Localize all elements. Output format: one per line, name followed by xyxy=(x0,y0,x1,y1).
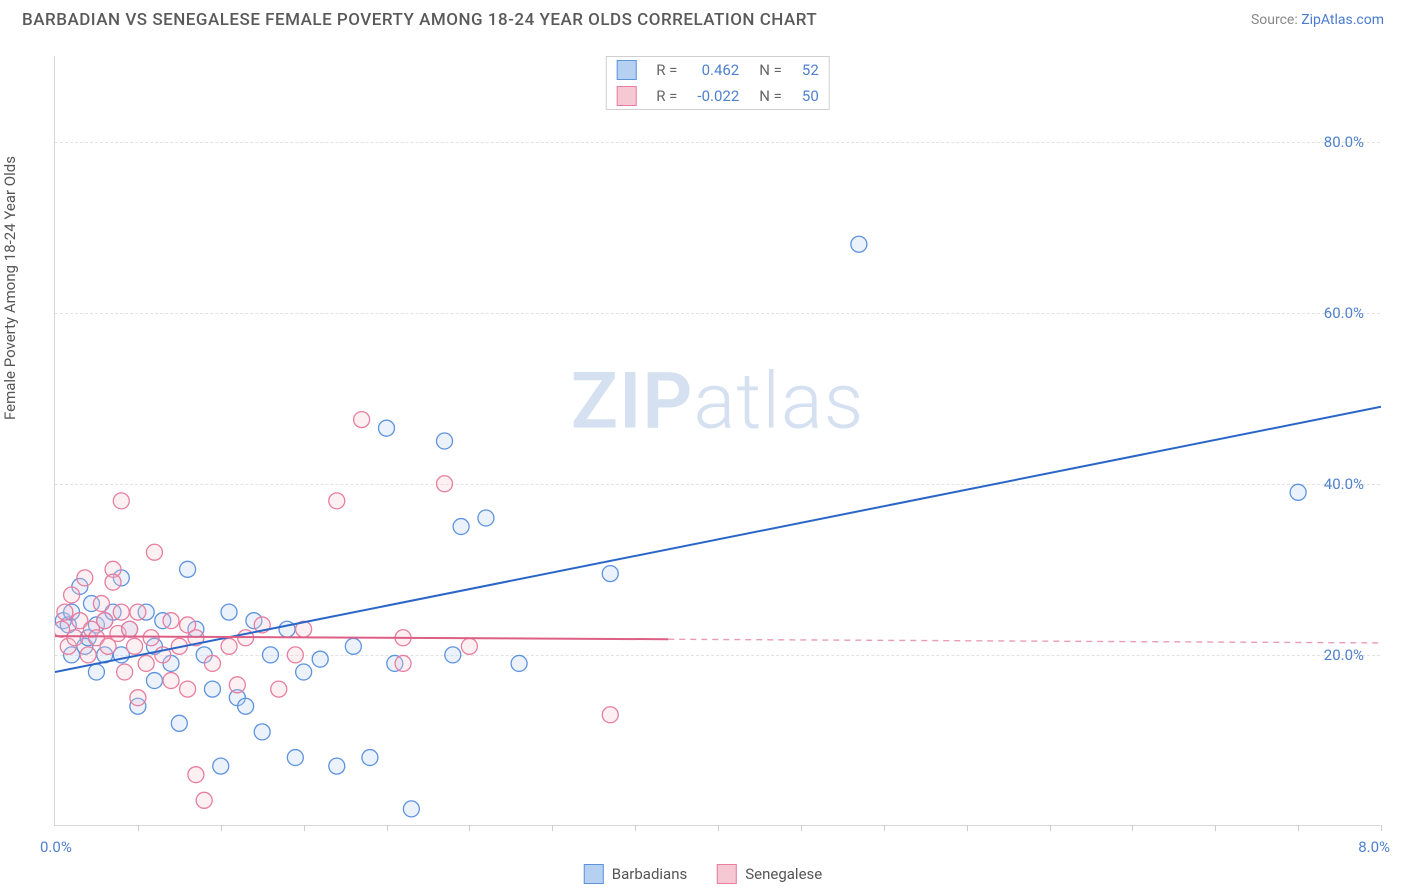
scatter-point xyxy=(113,493,129,509)
scatter-point xyxy=(204,655,220,671)
scatter-point xyxy=(105,574,121,590)
scatter-point xyxy=(180,681,196,697)
series-legend: Barbadians Senegalese xyxy=(584,864,822,884)
scatter-point xyxy=(113,604,129,620)
y-axis-label: Female Poverty Among 18-24 Year Olds xyxy=(1,156,19,420)
swatch-senegalese xyxy=(717,864,737,884)
scatter-point xyxy=(130,604,146,620)
scatter-point xyxy=(130,690,146,706)
chart-title: BARBADIAN VS SENEGALESE FEMALE POVERTY A… xyxy=(22,10,817,30)
scatter-point xyxy=(67,630,83,646)
x-tick xyxy=(1381,825,1382,831)
scatter-point xyxy=(602,707,618,723)
scatter-point xyxy=(171,715,187,731)
scatter-point xyxy=(453,519,469,535)
scatter-point xyxy=(296,664,312,680)
scatter-point xyxy=(64,587,80,603)
scatter-point xyxy=(403,801,419,817)
scatter-point xyxy=(362,750,378,766)
scatter-point xyxy=(188,767,204,783)
trend-line-dashed xyxy=(668,639,1381,643)
swatch-barbadians xyxy=(584,864,604,884)
scatter-point xyxy=(1290,484,1306,500)
scatter-point xyxy=(329,493,345,509)
scatter-point xyxy=(287,750,303,766)
chart-header: BARBADIAN VS SENEGALESE FEMALE POVERTY A… xyxy=(0,0,1406,36)
scatter-point xyxy=(163,673,179,689)
scatter-point xyxy=(329,758,345,774)
scatter-point xyxy=(163,613,179,629)
scatter-point xyxy=(196,792,212,808)
legend-row-senegalese: R = -0.022 N = 50 xyxy=(606,83,829,109)
scatter-point xyxy=(180,561,196,577)
scatter-point xyxy=(204,681,220,697)
scatter-point xyxy=(851,236,867,252)
swatch-senegalese xyxy=(616,86,636,106)
scatter-point xyxy=(57,604,73,620)
source-link[interactable]: ZipAtlas.com xyxy=(1301,12,1384,28)
scatter-point xyxy=(221,604,237,620)
scatter-point xyxy=(117,664,133,680)
chart-source: Source: ZipAtlas.com xyxy=(1251,12,1384,28)
x-origin-label: 0.0% xyxy=(40,838,72,856)
legend-row-barbadians: R = 0.462 N = 52 xyxy=(606,57,829,83)
scatter-point xyxy=(262,647,278,663)
scatter-point xyxy=(461,638,477,654)
scatter-point xyxy=(122,621,138,637)
scatter-point xyxy=(271,681,287,697)
scatter-point xyxy=(312,651,328,667)
scatter-point xyxy=(478,510,494,526)
scatter-point xyxy=(146,673,162,689)
scatter-point xyxy=(88,664,104,680)
scatter-point xyxy=(395,655,411,671)
scatter-point xyxy=(146,544,162,560)
trend-line-solid xyxy=(55,407,1381,672)
scatter-point xyxy=(97,613,113,629)
scatter-point xyxy=(221,638,237,654)
scatter-point xyxy=(379,420,395,436)
correlation-legend: R = 0.462 N = 52 R = -0.022 N = 50 xyxy=(605,56,830,110)
scatter-point xyxy=(127,638,143,654)
scatter-point xyxy=(254,724,270,740)
scatter-point xyxy=(354,412,370,428)
scatter-plot-svg xyxy=(55,56,1381,826)
scatter-point xyxy=(602,566,618,582)
legend-item-senegalese: Senegalese xyxy=(717,864,822,884)
scatter-point xyxy=(437,476,453,492)
scatter-point xyxy=(229,677,245,693)
scatter-point xyxy=(143,630,159,646)
x-max-label: 8.0% xyxy=(1358,838,1390,856)
scatter-point xyxy=(345,638,361,654)
scatter-point xyxy=(287,647,303,663)
chart-plot-area: R = 0.462 N = 52 R = -0.022 N = 50 ZIPat… xyxy=(54,56,1380,826)
scatter-point xyxy=(93,596,109,612)
scatter-point xyxy=(138,655,154,671)
scatter-point xyxy=(445,647,461,663)
scatter-point xyxy=(437,433,453,449)
scatter-point xyxy=(238,698,254,714)
swatch-barbadians xyxy=(616,60,636,80)
scatter-point xyxy=(80,647,96,663)
legend-item-barbadians: Barbadians xyxy=(584,864,687,884)
scatter-point xyxy=(511,655,527,671)
scatter-point xyxy=(77,570,93,586)
scatter-point xyxy=(213,758,229,774)
